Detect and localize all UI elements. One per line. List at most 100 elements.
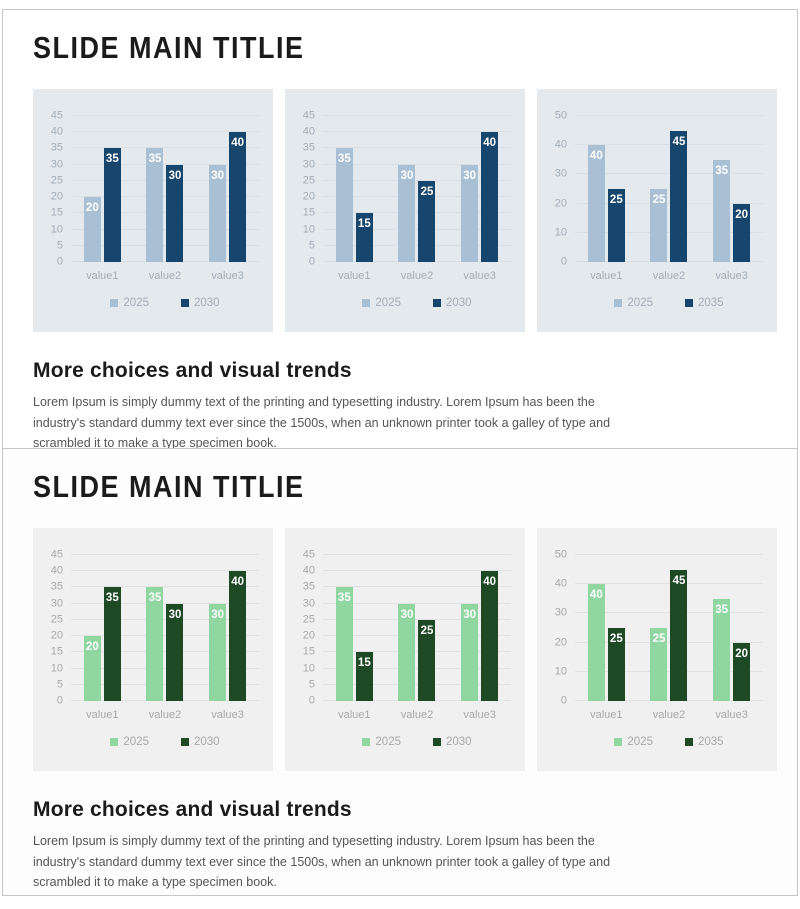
gridline <box>323 147 511 149</box>
gridline <box>71 131 259 133</box>
bar-value-label: 25 <box>420 624 434 637</box>
x-axis: value1 value2 value3 <box>575 709 763 721</box>
y-tick-label: 40 <box>554 138 567 151</box>
bar: 30 <box>461 164 479 262</box>
plot-area: 0 5 10 15 20 25 30 35 40 45 35 15 30 25 30 40 <box>297 110 511 267</box>
bar-value-label: 40 <box>589 150 603 163</box>
bar-chart-green-2: 0 5 10 15 20 25 30 35 40 45 35 15 30 25 30 40 value1 valu… <box>285 528 525 771</box>
bar: 25 <box>418 619 436 701</box>
section-heading: More choices and visual trends <box>33 359 352 382</box>
bar: 35 <box>103 587 121 701</box>
y-tick-label: 15 <box>50 206 63 219</box>
legend-swatch <box>614 738 623 746</box>
bar: 30 <box>166 603 184 701</box>
y-tick-label: 30 <box>50 158 63 171</box>
x-category-label: value3 <box>211 270 244 282</box>
y-tick-label: 20 <box>302 190 315 203</box>
legend-item: 2030 <box>181 297 220 309</box>
bar-group: 35 30 <box>146 587 184 701</box>
bar: 30 <box>398 603 416 701</box>
x-category-label: value2 <box>652 709 686 721</box>
gridline <box>323 554 511 555</box>
slide-1: SLIDE MAIN TITLIE 0 5 10 15 20 25 30 35 40 45 20 35… <box>2 9 798 450</box>
gridline <box>323 667 511 669</box>
y-tick-label: 40 <box>50 125 63 138</box>
bar: 30 <box>209 164 227 262</box>
y-tick-label: 15 <box>302 206 315 219</box>
legend-label: 2025 <box>123 297 149 309</box>
chart-legend: 2025 2035 <box>575 736 763 748</box>
legend-swatch <box>181 738 189 746</box>
slide-2: SLIDE MAIN TITLIE 0 5 10 15 20 25 30 35 40 45 20 35… <box>2 448 798 896</box>
bar-value-label: 30 <box>400 608 414 621</box>
bar-group: 30 25 <box>398 603 436 701</box>
y-tick-label: 10 <box>554 665 567 678</box>
gridline <box>323 602 511 604</box>
bar: 25 <box>607 189 625 262</box>
x-axis: value1 value2 value3 <box>575 270 763 282</box>
legend-item: 2030 <box>433 736 472 748</box>
bar: 20 <box>83 636 101 701</box>
bar-value-label: 35 <box>105 592 119 605</box>
chart-legend: 2025 2035 <box>575 297 763 309</box>
gridline <box>71 683 259 685</box>
bar-value-label: 15 <box>357 218 371 231</box>
plot-area: 0 5 10 15 20 25 30 35 40 45 35 15 30 25 30 40 <box>297 549 511 706</box>
x-category-label: value3 <box>211 709 244 721</box>
plot-area: 0 5 10 15 20 25 30 35 40 45 20 35 35 30 30 40 <box>45 549 259 706</box>
gridline <box>575 700 763 701</box>
bar-value-label: 35 <box>715 603 729 616</box>
legend-item: 2025 <box>362 736 401 748</box>
y-tick-label: 40 <box>554 577 567 590</box>
plot-region: 40 25 25 45 35 20 <box>575 554 763 701</box>
bar-value-label: 30 <box>168 608 182 621</box>
bar-group: 20 35 <box>83 587 121 701</box>
bar-value-label: 20 <box>85 202 99 215</box>
gridline <box>71 163 259 165</box>
y-tick-label: 25 <box>50 613 63 626</box>
legend-item: 2030 <box>433 297 472 309</box>
x-category-label: value1 <box>338 270 371 282</box>
bar-group: 30 25 <box>398 164 436 262</box>
y-tick-label: 10 <box>302 662 315 675</box>
chart-legend: 2025 2030 <box>323 297 511 309</box>
gridline <box>575 144 763 146</box>
y-tick-label: 20 <box>302 629 315 642</box>
legend-swatch <box>181 299 189 307</box>
y-tick-label: 0 <box>560 694 567 707</box>
plot-region: 20 35 35 30 30 40 <box>71 115 259 262</box>
y-tick-label: 0 <box>560 255 567 268</box>
y-tick-label: 35 <box>302 141 315 154</box>
legend-swatch <box>110 299 119 307</box>
gridline <box>575 115 763 116</box>
legend-label: 2030 <box>194 736 220 748</box>
gridline <box>71 244 259 246</box>
y-tick-label: 30 <box>50 597 63 610</box>
legend-label: 2025 <box>375 736 401 748</box>
bar: 45 <box>670 130 688 262</box>
x-axis: value1 value2 value3 <box>71 709 259 721</box>
bar-group: 35 20 <box>713 159 751 262</box>
bar-group: 20 35 <box>83 148 121 262</box>
bar: 15 <box>355 213 373 262</box>
chart-legend: 2025 2030 <box>323 736 511 748</box>
bar-value-label: 35 <box>148 592 162 605</box>
chart-legend: 2025 2030 <box>71 297 259 309</box>
legend-swatch <box>110 738 119 746</box>
gridline <box>323 700 511 701</box>
bar-group: 35 30 <box>146 148 184 262</box>
bar: 35 <box>713 159 731 262</box>
section-heading: More choices and visual trends <box>33 798 352 821</box>
gridline <box>575 173 763 175</box>
bar: 35 <box>335 587 353 701</box>
bar-value-label: 15 <box>357 657 371 670</box>
bar-chart-blue-3: 0 10 20 30 40 50 40 25 25 45 35 20 value1 value2 value… <box>537 89 777 332</box>
bar-value-label: 30 <box>463 608 477 621</box>
gridline <box>71 212 259 214</box>
gridline <box>71 586 259 588</box>
x-category-label: value3 <box>715 709 748 721</box>
y-tick-label: 25 <box>302 613 315 626</box>
gridline <box>575 670 763 672</box>
bar-value-label: 40 <box>483 576 497 589</box>
bar: 25 <box>650 189 668 262</box>
